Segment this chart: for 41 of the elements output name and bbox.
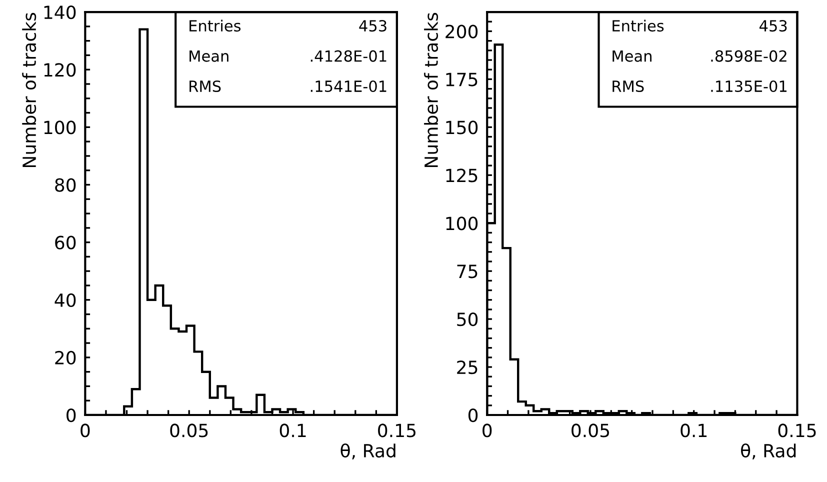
annotation: RMS [612, 80, 644, 92]
x-tick-label: 0.15 [378, 424, 416, 438]
y-tick-label: 140 [44, 6, 76, 20]
annotation: RMS [190, 80, 221, 92]
x-tick-label: 0.1 [680, 424, 707, 438]
y-tick-label: 150 [446, 120, 478, 134]
y-tick-label: 0 [468, 408, 478, 422]
x-tick-label: 0.15 [778, 424, 816, 438]
x-tick-label: 0 [482, 424, 492, 438]
annotation: .4128E-01 [310, 50, 386, 62]
y-tick-label: 25 [457, 360, 478, 374]
y-tick-label: 200 [446, 24, 478, 38]
annotation: 453 [359, 20, 386, 32]
y-tick-label: 20 [55, 350, 76, 365]
y-tick-label: 50 [457, 312, 478, 326]
y-tick-label: 40 [54, 293, 76, 307]
x-tick-label: 0.1 [280, 424, 306, 438]
x-axis-title: θ, Rad [340, 443, 396, 460]
y-tick-label: 75 [457, 264, 478, 278]
y-tick-label: 60 [55, 236, 76, 250]
annotation: .1135E-01 [711, 80, 787, 92]
annotation: .1541E-01 [310, 80, 386, 92]
x-tick-label: 0 [80, 424, 90, 438]
annotation: .8598E-02 [711, 50, 786, 62]
annotation: 453 [760, 20, 787, 32]
annotation: Mean [612, 50, 652, 62]
y-axis-title: Number of tracks [424, 12, 438, 168]
y-tick-label: 100 [44, 120, 76, 134]
annotation: Mean [190, 50, 228, 62]
x-tick-label: 0.05 [572, 424, 609, 438]
y-tick-label: 175 [446, 72, 478, 86]
annotation: Entries [612, 20, 664, 32]
y-axis-title: Number of tracks [22, 12, 36, 168]
y-tick-label: 0 [66, 408, 76, 422]
annotation: Entries [190, 20, 241, 32]
x-tick-label: 0.05 [170, 424, 208, 438]
y-tick-label: 100 [446, 216, 478, 230]
y-tick-label: 80 [55, 178, 76, 192]
y-tick-label: 120 [44, 63, 76, 77]
y-tick-label: 125 [446, 168, 478, 182]
x-axis-title: θ, Rad [741, 443, 796, 460]
